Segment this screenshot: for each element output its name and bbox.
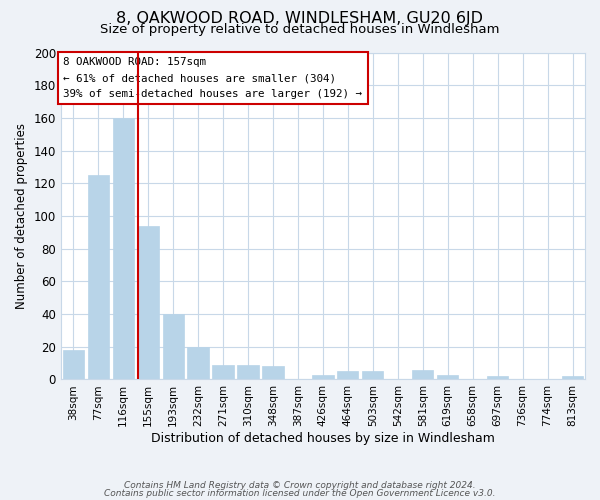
Bar	[137, 226, 159, 380]
Bar	[113, 118, 134, 380]
Bar	[62, 350, 84, 380]
Y-axis label: Number of detached properties: Number of detached properties	[15, 123, 28, 309]
Bar	[88, 175, 109, 380]
Text: Contains public sector information licensed under the Open Government Licence v3: Contains public sector information licen…	[104, 488, 496, 498]
Bar	[412, 370, 433, 380]
X-axis label: Distribution of detached houses by size in Windlesham: Distribution of detached houses by size …	[151, 432, 495, 445]
Bar	[562, 376, 583, 380]
Bar	[487, 376, 508, 380]
Text: Contains HM Land Registry data © Crown copyright and database right 2024.: Contains HM Land Registry data © Crown c…	[124, 481, 476, 490]
Bar	[312, 374, 334, 380]
Bar	[212, 364, 233, 380]
Bar	[337, 372, 358, 380]
Text: 8, OAKWOOD ROAD, WINDLESHAM, GU20 6JD: 8, OAKWOOD ROAD, WINDLESHAM, GU20 6JD	[116, 11, 484, 26]
Bar	[262, 366, 284, 380]
Bar	[437, 374, 458, 380]
Bar	[187, 347, 209, 380]
Bar	[163, 314, 184, 380]
Text: Size of property relative to detached houses in Windlesham: Size of property relative to detached ho…	[100, 23, 500, 36]
Text: 8 OAKWOOD ROAD: 157sqm
← 61% of detached houses are smaller (304)
39% of semi-de: 8 OAKWOOD ROAD: 157sqm ← 61% of detached…	[64, 58, 362, 98]
Bar	[238, 364, 259, 380]
Bar	[362, 372, 383, 380]
